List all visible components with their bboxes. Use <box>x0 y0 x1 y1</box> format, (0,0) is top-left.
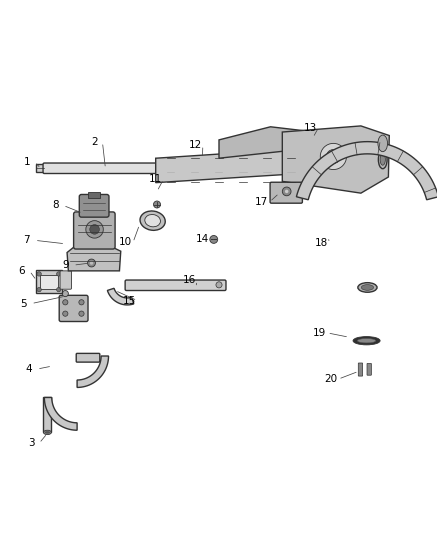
Circle shape <box>326 149 340 164</box>
Text: 19: 19 <box>313 328 326 338</box>
Circle shape <box>180 166 184 171</box>
Polygon shape <box>44 398 77 430</box>
Ellipse shape <box>140 211 165 230</box>
Polygon shape <box>77 356 109 387</box>
FancyBboxPatch shape <box>76 353 100 362</box>
Text: 7: 7 <box>24 235 30 245</box>
Text: 9: 9 <box>62 260 69 270</box>
Text: 6: 6 <box>18 266 25 276</box>
Circle shape <box>79 300 84 305</box>
Ellipse shape <box>358 282 377 292</box>
Polygon shape <box>107 288 134 305</box>
FancyBboxPatch shape <box>59 295 88 321</box>
Circle shape <box>63 311 68 316</box>
FancyBboxPatch shape <box>43 163 190 174</box>
Bar <box>88 192 100 198</box>
Text: 4: 4 <box>26 364 32 374</box>
Text: 20: 20 <box>324 374 337 384</box>
FancyBboxPatch shape <box>358 363 363 376</box>
Circle shape <box>63 300 68 305</box>
Ellipse shape <box>361 285 374 290</box>
Circle shape <box>216 282 222 288</box>
Ellipse shape <box>43 430 51 434</box>
Text: 11: 11 <box>149 174 162 184</box>
FancyBboxPatch shape <box>125 280 226 290</box>
Ellipse shape <box>357 338 376 343</box>
Text: 18: 18 <box>315 238 328 248</box>
Text: 2: 2 <box>91 137 98 147</box>
Polygon shape <box>283 126 389 193</box>
Text: 10: 10 <box>119 238 132 247</box>
Text: 8: 8 <box>52 200 59 211</box>
Circle shape <box>285 190 288 193</box>
Circle shape <box>90 261 93 265</box>
FancyBboxPatch shape <box>60 271 71 289</box>
FancyBboxPatch shape <box>74 212 115 249</box>
Text: 15: 15 <box>123 296 136 305</box>
Circle shape <box>86 221 103 238</box>
FancyBboxPatch shape <box>270 182 302 203</box>
Circle shape <box>88 259 95 267</box>
Polygon shape <box>155 148 315 183</box>
Circle shape <box>62 290 68 297</box>
Text: 5: 5 <box>20 298 27 309</box>
Circle shape <box>283 187 291 196</box>
Polygon shape <box>297 142 438 200</box>
Circle shape <box>320 143 346 169</box>
Circle shape <box>210 236 218 244</box>
Circle shape <box>57 272 61 276</box>
Bar <box>36 164 44 172</box>
Circle shape <box>37 272 41 276</box>
Text: 16: 16 <box>183 276 196 286</box>
Ellipse shape <box>353 336 380 345</box>
Circle shape <box>153 201 160 208</box>
Polygon shape <box>219 127 315 158</box>
FancyBboxPatch shape <box>40 275 58 289</box>
Circle shape <box>177 164 186 173</box>
Polygon shape <box>67 246 121 271</box>
Ellipse shape <box>145 214 160 227</box>
Ellipse shape <box>378 150 387 169</box>
Ellipse shape <box>380 154 385 165</box>
FancyBboxPatch shape <box>367 364 371 375</box>
Ellipse shape <box>378 135 388 152</box>
Text: 17: 17 <box>255 197 268 207</box>
Text: 12: 12 <box>188 140 201 150</box>
Text: 1: 1 <box>24 157 30 167</box>
Ellipse shape <box>45 431 50 434</box>
Text: 14: 14 <box>196 235 209 245</box>
Circle shape <box>37 287 41 292</box>
Text: 13: 13 <box>304 123 317 133</box>
FancyBboxPatch shape <box>79 195 109 217</box>
Circle shape <box>79 311 84 316</box>
Polygon shape <box>43 398 51 432</box>
FancyBboxPatch shape <box>36 270 62 293</box>
Circle shape <box>90 224 99 234</box>
Circle shape <box>57 287 61 292</box>
Text: 3: 3 <box>28 438 35 448</box>
